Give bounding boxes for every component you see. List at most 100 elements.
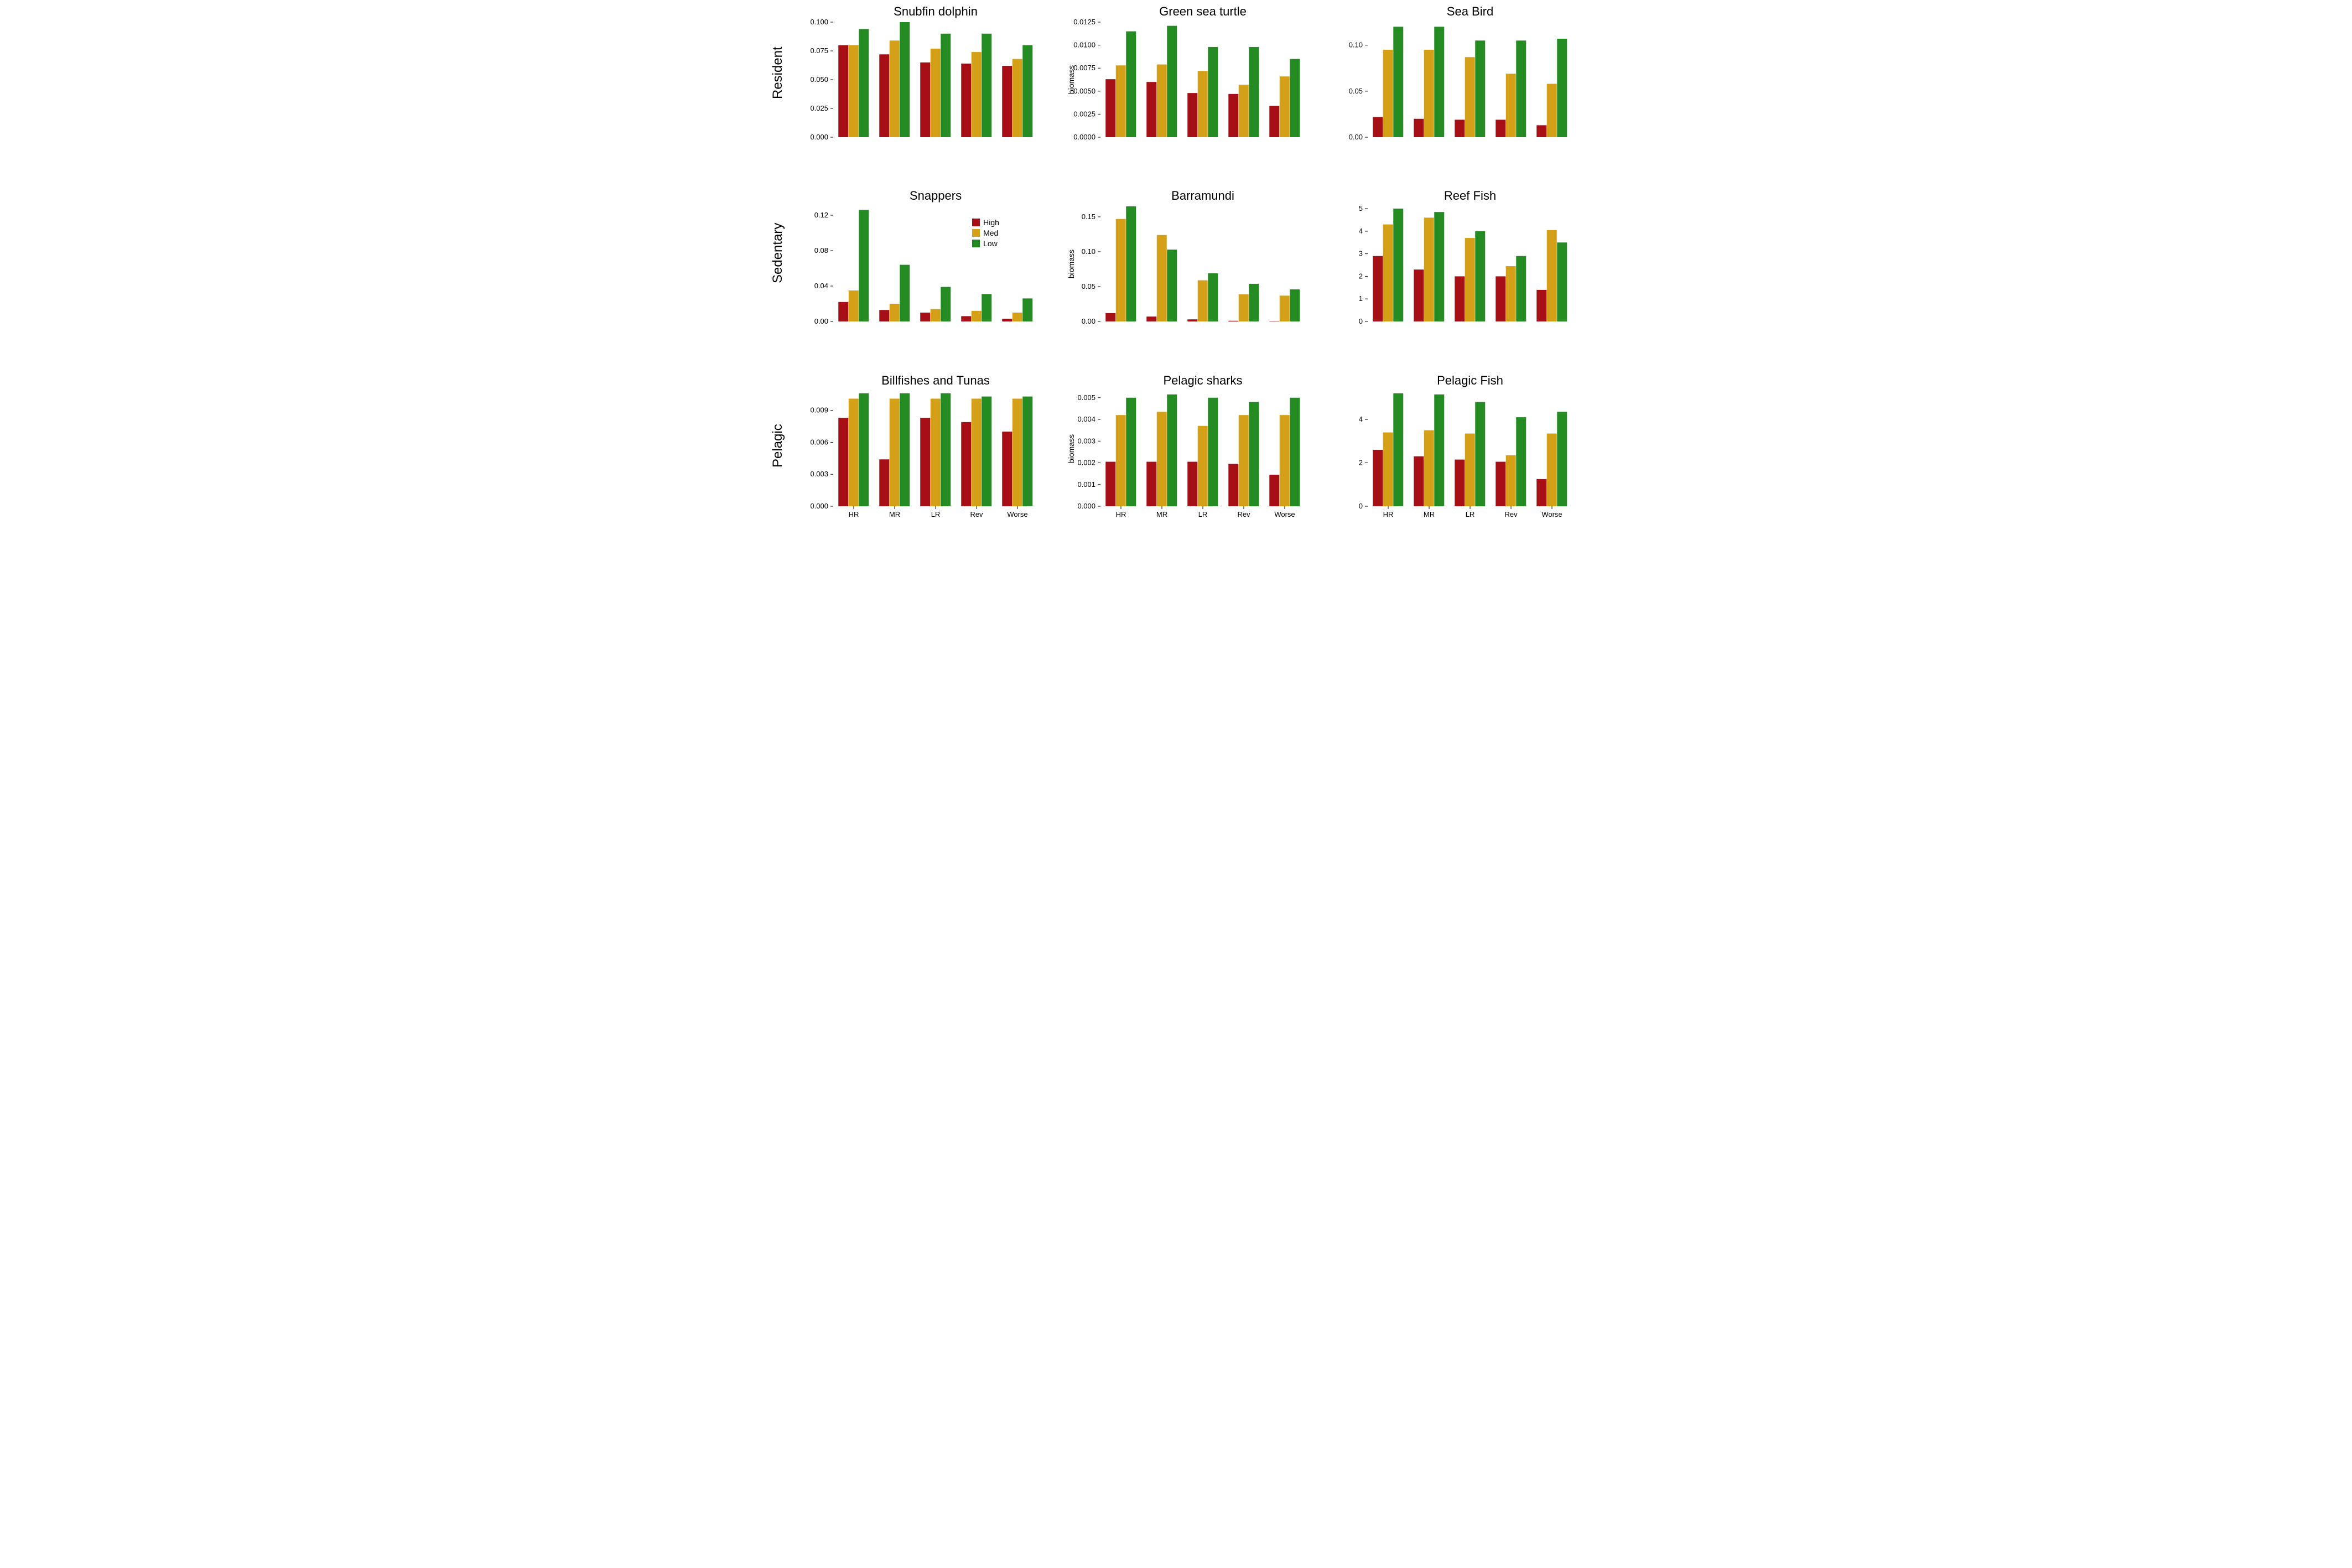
figure-container: Resident Sedentary Pelagic Snubfin dolph… xyxy=(761,0,1591,553)
x-tick-label: LR xyxy=(931,510,940,518)
x-tick-label: Rev xyxy=(1505,510,1518,518)
y-tick-label: 4 xyxy=(1359,415,1363,423)
legend-item: High xyxy=(972,218,999,227)
bar xyxy=(1280,296,1290,322)
legend-swatch xyxy=(972,219,980,226)
panel-pelagic-fish: Pelagic Fish024HRMRLRRevWorse xyxy=(1335,375,1580,537)
bar xyxy=(961,316,971,322)
panel-title: Sea Bird xyxy=(1447,6,1493,18)
bar xyxy=(941,34,951,137)
bar xyxy=(1393,27,1403,137)
y-tick-label: 2 xyxy=(1359,272,1363,281)
bar xyxy=(1022,299,1032,322)
bar xyxy=(1516,40,1526,137)
bar xyxy=(1167,250,1177,321)
bar xyxy=(1126,32,1136,137)
panel-title: Billfishes and Tunas xyxy=(881,375,990,387)
bar xyxy=(1496,461,1505,506)
panel-billfishes-and-tunas: Billfishes and Tunas0.0000.0030.0060.009… xyxy=(800,375,1045,537)
bar xyxy=(1547,230,1557,321)
y-tick-label: 0.12 xyxy=(814,211,828,219)
x-tick-label: MR xyxy=(1424,510,1435,518)
y-tick-label: 0.003 xyxy=(1077,437,1095,445)
bar xyxy=(1475,231,1485,321)
panel-snubfin-dolphin: Snubfin dolphin0.0000.0250.0500.0750.100 xyxy=(800,6,1045,168)
panel-pelagic-sharks: Pelagic sharks0.0000.0010.0020.0030.0040… xyxy=(1067,375,1312,537)
bar xyxy=(1516,256,1526,321)
bar xyxy=(1239,85,1249,137)
x-tick-label: Rev xyxy=(1237,510,1250,518)
y-tick-label: 1 xyxy=(1359,295,1363,303)
bar xyxy=(1547,84,1557,137)
bar xyxy=(900,265,910,321)
bar xyxy=(1465,238,1475,321)
bar xyxy=(1290,59,1300,137)
bar xyxy=(1269,475,1279,506)
bar xyxy=(1105,79,1115,137)
bar xyxy=(1280,76,1290,137)
x-tick-label: Worse xyxy=(1007,510,1027,518)
y-tick-label: 0.15 xyxy=(1082,212,1095,221)
bar xyxy=(1228,94,1238,137)
bar xyxy=(1126,397,1136,506)
y-tick-label: 0.009 xyxy=(810,406,828,414)
bar xyxy=(1547,433,1557,506)
bar xyxy=(1228,464,1238,506)
bar xyxy=(971,311,981,321)
bar xyxy=(848,45,858,137)
bar xyxy=(1249,47,1259,137)
bar xyxy=(982,396,991,506)
y-tick-label: 0.0025 xyxy=(1073,110,1095,118)
bar xyxy=(1022,45,1032,137)
panel-title: Snubfin dolphin xyxy=(894,6,978,18)
bar xyxy=(1157,65,1167,137)
panel-barramundi: Barramundi0.000.050.100.15biomass xyxy=(1067,190,1312,352)
panel-sea-bird: Sea Bird0.000.050.10 xyxy=(1335,6,1580,168)
bar xyxy=(1146,82,1156,137)
y-axis-label: biomass xyxy=(1067,434,1076,463)
bar xyxy=(1116,415,1126,506)
bar xyxy=(859,210,869,322)
bar xyxy=(889,40,899,137)
bar xyxy=(920,418,930,506)
bar xyxy=(1424,218,1434,322)
bar xyxy=(1157,412,1167,506)
bar xyxy=(1167,394,1177,506)
row-label-pelagic: Pelagic xyxy=(770,445,786,468)
y-tick-label: 0.00 xyxy=(814,317,828,325)
bar xyxy=(1383,225,1393,321)
x-tick-label: MR xyxy=(889,510,900,518)
bar xyxy=(1249,284,1259,321)
bar xyxy=(838,45,848,137)
y-tick-label: 0.0050 xyxy=(1073,87,1095,95)
bar xyxy=(1383,50,1393,137)
bar xyxy=(961,422,971,506)
y-tick-label: 0.002 xyxy=(1077,458,1095,466)
bar xyxy=(1290,289,1300,321)
y-tick-label: 0.0125 xyxy=(1073,18,1095,26)
bar xyxy=(1105,313,1115,321)
y-tick-label: 0.100 xyxy=(810,18,828,26)
bar xyxy=(1290,397,1300,506)
x-tick-label: LR xyxy=(1466,510,1475,518)
y-tick-label: 0.000 xyxy=(1077,502,1095,510)
bar xyxy=(1187,461,1197,506)
bar xyxy=(1424,430,1434,506)
panel-grid: Snubfin dolphin0.0000.0250.0500.0750.100… xyxy=(800,6,1580,537)
panel-title: Pelagic sharks xyxy=(1163,375,1242,387)
bar xyxy=(1373,117,1383,137)
row-label-sedentary: Sedentary xyxy=(770,261,786,283)
y-tick-label: 0.075 xyxy=(810,46,828,55)
legend-item: Med xyxy=(972,229,999,237)
y-tick-label: 0.00 xyxy=(1082,317,1095,325)
bar xyxy=(1239,415,1249,506)
legend: HighMedLow xyxy=(972,218,999,250)
bar xyxy=(879,310,889,322)
x-tick-label: Worse xyxy=(1274,510,1295,518)
panel-title: Barramundi xyxy=(1171,190,1234,203)
y-tick-label: 0 xyxy=(1359,502,1363,510)
bar xyxy=(1383,432,1393,506)
bar xyxy=(1198,71,1208,137)
bar xyxy=(1465,57,1475,137)
bar xyxy=(1012,398,1022,506)
